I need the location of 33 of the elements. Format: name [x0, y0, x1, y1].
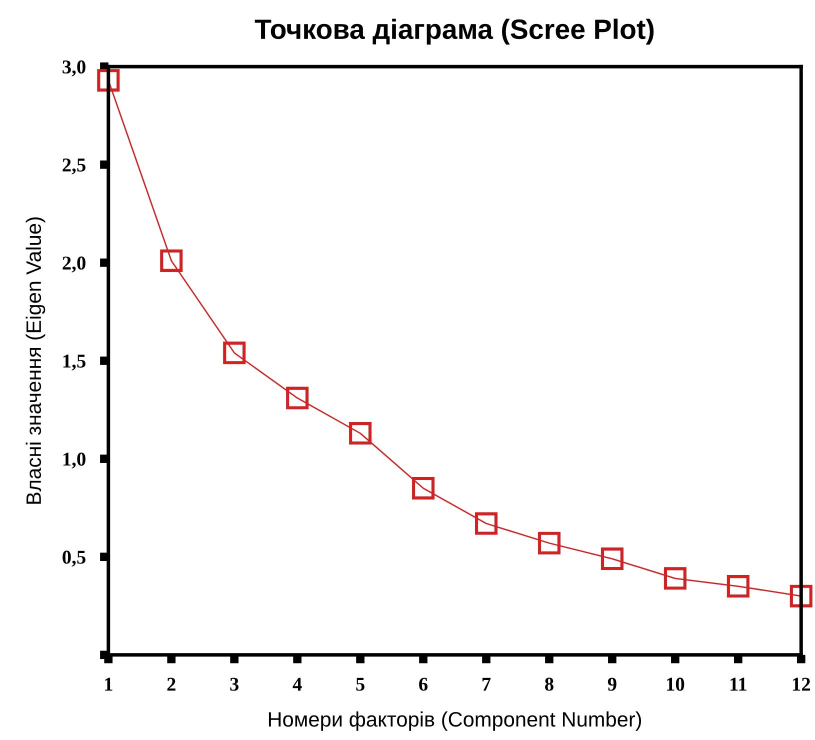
x-tick-label: 7	[482, 678, 491, 691]
point	[600, 548, 624, 570]
point	[664, 567, 686, 590]
x-tick-label: 2	[167, 678, 176, 691]
x-tick-label: 6	[419, 678, 428, 691]
point	[160, 249, 183, 272]
x-tick-label: 10	[667, 678, 684, 691]
x-tick-label: 5	[356, 678, 364, 691]
x-tick-label: 8	[545, 678, 554, 691]
y-tick-label: 2,5	[62, 158, 86, 174]
y-tick-label: 1,5	[63, 354, 86, 371]
x-tick-label: 3	[230, 678, 239, 691]
point	[349, 422, 372, 445]
point	[412, 476, 435, 500]
x-tick-label: 4	[292, 678, 302, 691]
y-tick-label: 3,0	[62, 60, 86, 76]
x-tick-label: 11	[730, 678, 746, 691]
point	[538, 532, 560, 554]
y-axis-title: Власні значення (Eigen Value)	[26, 217, 46, 504]
y-tick-label: 1,0	[63, 452, 86, 469]
x-axis-title: Номери факторів (Component Number)	[268, 711, 642, 731]
point	[223, 342, 246, 364]
point	[286, 386, 309, 410]
x-tick-label: 9	[608, 678, 616, 691]
point	[790, 584, 812, 608]
x-tick-label: 12	[792, 678, 810, 691]
chart-title: Точкова діаграма (Scree Plot)	[254, 18, 654, 45]
x-tick-label: 1	[105, 678, 112, 691]
point	[475, 512, 498, 535]
point	[97, 69, 120, 92]
y-tick-label: 2,0	[62, 256, 86, 272]
y-tick-label: 0,5	[62, 550, 86, 567]
point	[726, 575, 750, 598]
